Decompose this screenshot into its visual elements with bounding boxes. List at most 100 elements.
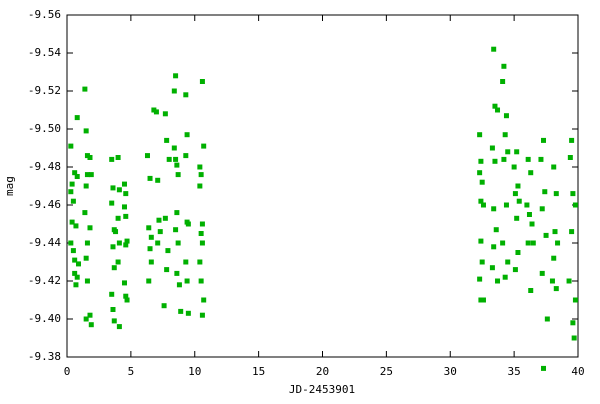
point (165, 248, 171, 254)
point (197, 183, 203, 189)
point (178, 308, 184, 314)
point (512, 267, 518, 273)
point (121, 280, 127, 286)
point (88, 172, 94, 178)
point (528, 288, 534, 293)
y-tick-label: -9.46 (28, 198, 61, 211)
point (83, 128, 89, 134)
point (511, 164, 517, 170)
point (116, 240, 122, 246)
point (198, 172, 204, 178)
point (201, 143, 207, 149)
point (199, 79, 205, 84)
point (70, 198, 76, 204)
point (111, 265, 117, 271)
point (155, 177, 161, 183)
point (83, 183, 89, 189)
x-tick-label: 25 (380, 365, 393, 378)
point (503, 202, 509, 208)
point (176, 282, 182, 288)
point (491, 206, 497, 212)
point (151, 107, 157, 113)
point (171, 88, 177, 94)
point (84, 240, 90, 246)
point (83, 255, 89, 261)
point (185, 310, 191, 316)
point (491, 46, 497, 52)
point (68, 143, 74, 149)
point (161, 303, 167, 309)
point (570, 320, 576, 326)
point (549, 278, 555, 284)
point (502, 274, 508, 280)
point (514, 149, 520, 155)
point (569, 137, 575, 143)
point (479, 259, 485, 265)
point (73, 282, 79, 288)
point (528, 170, 534, 176)
point (157, 229, 163, 235)
point (477, 170, 483, 176)
point (171, 145, 177, 151)
point (524, 202, 530, 208)
point (84, 278, 90, 284)
point (110, 185, 116, 191)
point (199, 240, 205, 246)
point (115, 215, 121, 221)
point (74, 274, 80, 280)
x-tick-label: 15 (252, 365, 265, 378)
point (501, 156, 507, 162)
point (478, 238, 484, 244)
point (83, 316, 89, 322)
point (146, 225, 152, 231)
x-tick-label: 0 (64, 365, 71, 378)
point (553, 191, 559, 197)
point (116, 324, 122, 330)
point (123, 242, 129, 248)
point (69, 219, 75, 225)
point (515, 183, 521, 189)
point (109, 200, 115, 206)
point (491, 244, 497, 250)
point (113, 229, 119, 235)
point (174, 210, 180, 216)
point (175, 172, 181, 178)
point (110, 244, 116, 250)
point (572, 202, 578, 208)
point (74, 174, 80, 179)
point (478, 158, 484, 164)
point (155, 240, 161, 246)
point (147, 175, 153, 181)
point (552, 229, 558, 235)
point (69, 181, 75, 187)
y-tick-label: -9.40 (28, 312, 61, 325)
y-axis-label: mag (3, 176, 16, 196)
point (185, 221, 191, 227)
point (162, 111, 168, 117)
y-tick-label: -9.54 (28, 46, 61, 59)
y-tick-label: -9.52 (28, 84, 61, 97)
point (124, 238, 130, 244)
point (542, 189, 548, 195)
point (123, 293, 129, 299)
point (500, 240, 506, 246)
point (183, 92, 189, 98)
point (526, 212, 532, 217)
point (495, 107, 501, 113)
point (123, 213, 129, 219)
point (515, 250, 521, 255)
point (477, 276, 483, 282)
point (121, 204, 127, 210)
point (109, 156, 115, 162)
point (570, 191, 576, 197)
point (530, 240, 536, 246)
point (74, 115, 80, 121)
point (198, 278, 204, 284)
point (566, 278, 572, 284)
point (147, 246, 153, 252)
point (503, 113, 509, 119)
point (502, 132, 508, 138)
point (512, 191, 518, 197)
point (173, 227, 179, 233)
